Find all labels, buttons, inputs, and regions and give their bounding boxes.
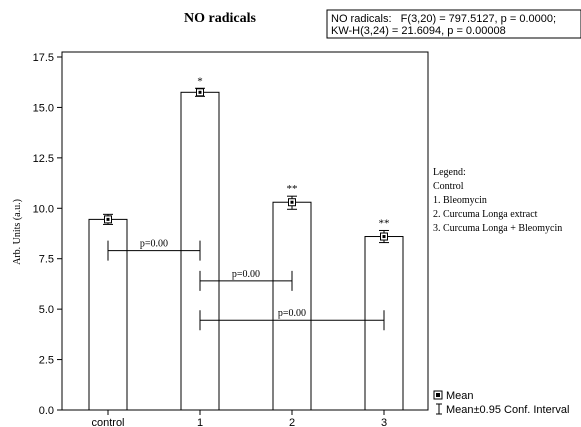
x-tick-label: 3 <box>381 417 387 427</box>
plot-frame <box>61 51 429 411</box>
legend: Legend: Control 1. Bleomycin 2. Curcuma … <box>433 167 562 234</box>
key: Mean Mean±0.95 Conf. Interval <box>433 390 569 416</box>
bars-group: ***** <box>88 75 404 411</box>
bar <box>88 218 128 411</box>
mean-marker-dot <box>198 90 202 94</box>
y-axis: 0.0 2.5 5.0 7.5 10.0 12.5 15.0 17.5 <box>33 52 62 417</box>
y-tick-label: 15.0 <box>33 102 54 114</box>
mean-marker-dot <box>382 235 386 239</box>
x-axis: control 1 2 3 <box>91 410 387 427</box>
y-tick-label: 2.5 <box>39 355 54 367</box>
stats-line-1: NO radicals: F(3,20) = 797.5127, p = 0.0… <box>331 13 556 25</box>
chart-title: NO radicals <box>184 11 256 26</box>
y-tick-label: 5.0 <box>39 304 54 316</box>
legend-item-bleomycin: 1. Bleomycin <box>433 195 487 206</box>
comparison-label: p=0.00 <box>140 239 168 250</box>
y-tick-label: 17.5 <box>33 52 54 64</box>
comparison-label: p=0.00 <box>232 269 260 280</box>
y-axis-label: Arb. Units (a.u.) <box>12 199 23 265</box>
y-tick-label: 10.0 <box>33 203 54 215</box>
legend-item-curcuma: 2. Curcuma Longa extract <box>433 209 538 220</box>
stats-box <box>326 9 581 39</box>
legend-item-control: Control <box>433 181 464 192</box>
mean-marker-dot <box>290 200 294 204</box>
legend-item-curcuma-bleomycin: 3. Curcuma Longa + Bleomycin <box>433 223 562 234</box>
y-tick-label: 0.0 <box>39 405 54 417</box>
bar <box>272 201 312 411</box>
legend-title: Legend: <box>433 167 466 178</box>
mean-marker-dot <box>106 217 110 221</box>
x-tick-label: control <box>91 417 124 427</box>
ci-key-label: Mean±0.95 Conf. Interval <box>446 404 569 416</box>
x-tick-label: 1 <box>197 417 203 427</box>
significance-marker: * <box>197 75 203 87</box>
ci-key-icon <box>436 403 442 415</box>
y-tick-label: 7.5 <box>39 254 54 266</box>
stats-line-2: KW-H(3,24) = 21.6094, p = 0.00008 <box>331 25 506 37</box>
significance-marker: ** <box>287 183 298 195</box>
significance-marker: ** <box>379 217 390 229</box>
mean-key-label: Mean <box>446 390 474 402</box>
mean-key-icon-dot <box>436 393 440 397</box>
y-tick-label: 12.5 <box>33 153 54 165</box>
comparisons-group: p=0.00 p=0.00 p=0.00 <box>107 239 385 331</box>
bar <box>180 91 220 411</box>
x-tick-label: 2 <box>289 417 295 427</box>
comparison-label: p=0.00 <box>278 308 306 319</box>
